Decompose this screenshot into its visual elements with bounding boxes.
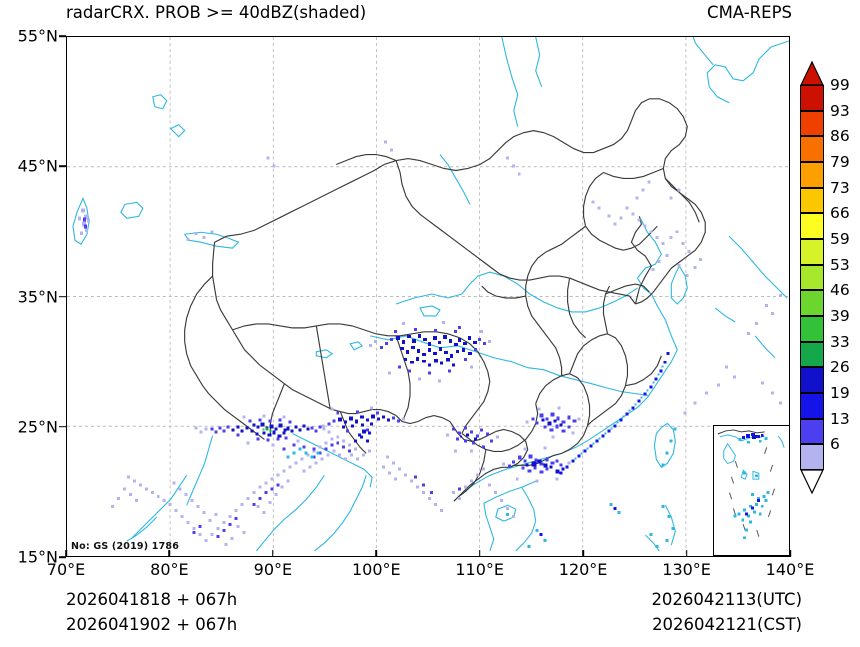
precipitation-probability-shading xyxy=(77,140,783,549)
map-canvas xyxy=(67,37,789,556)
init-time-utc-label: 2026041818 + 067h xyxy=(66,590,238,609)
colorbar-band xyxy=(800,239,824,265)
y-axis-tick-label: 15°N xyxy=(17,547,58,567)
x-tickmark xyxy=(685,550,688,557)
administrative-borders-layer xyxy=(184,98,706,502)
colorbar-band xyxy=(800,444,824,470)
colorbar-tick-label: 79 xyxy=(830,153,850,171)
colorbar-band xyxy=(800,162,824,188)
valid-time-utc-label: 2026042113(UTC) xyxy=(651,590,802,609)
inset-canvas xyxy=(717,429,785,540)
x-axis-tick-label: 80°E xyxy=(150,560,189,579)
colorbar-band xyxy=(800,213,824,239)
map-gridlines xyxy=(67,37,789,556)
x-tickmark xyxy=(65,550,67,557)
x-tickmark xyxy=(478,550,481,557)
colorbar-tick-label: 86 xyxy=(830,127,850,146)
colorbar-tick-label: 13 xyxy=(830,409,850,428)
valid-time-cst-label: 2026042121(CST) xyxy=(652,615,802,634)
colorbar-max-arrow xyxy=(800,60,824,86)
page-title: radarCRX. PROB >= 40dBZ(shaded) xyxy=(66,3,367,22)
x-axis-tick-label: 100°E xyxy=(351,560,401,579)
colorbar-tick-label: 6 xyxy=(830,435,840,454)
model-name-label: CMA-REPS xyxy=(707,3,792,22)
x-axis-tick-label: 110°E xyxy=(455,560,505,579)
south-china-sea-inset xyxy=(713,425,789,556)
y-tickmark xyxy=(59,165,66,168)
colorbar-band xyxy=(800,393,824,419)
colorbar-min-arrow xyxy=(800,469,824,495)
x-tickmark xyxy=(789,550,791,557)
colorbar-tick-label: 33 xyxy=(830,332,850,351)
colorbar-tick-label: 46 xyxy=(830,281,850,300)
colorbar-band xyxy=(800,316,824,342)
y-axis-tick-label: 45°N xyxy=(17,156,58,176)
init-time-cst-label: 2026041902 + 067h xyxy=(66,615,238,634)
colorbar-tick-label: 53 xyxy=(830,255,850,274)
colorbar-band xyxy=(800,110,824,137)
colorbar-tick-label: 26 xyxy=(830,358,850,377)
y-axis-tick-label: 25°N xyxy=(17,417,58,437)
map-plot-area xyxy=(66,36,790,557)
colorbar-tick-label: 39 xyxy=(830,307,850,325)
y-tickmark xyxy=(59,556,66,558)
colorbar-tick-label: 93 xyxy=(830,101,850,120)
y-axis-tick-label: 55°N xyxy=(17,26,58,46)
probability-colorbar: 99 93 86 79 73 66 59 53 46 39 33 26 19 13 6 xyxy=(800,60,850,495)
colorbar-band xyxy=(800,85,824,111)
x-tickmark xyxy=(168,550,171,557)
colorbar-band xyxy=(800,341,824,368)
coastline-and-rivers-layer xyxy=(72,37,789,552)
colorbar-tick-label: 66 xyxy=(830,204,850,223)
x-axis-tick-label: 130°E xyxy=(662,560,711,579)
colorbar-tick-label: 59 xyxy=(830,230,850,248)
colorbar-band xyxy=(800,367,824,393)
x-axis-tick-label: 90°E xyxy=(253,560,293,579)
colorbar-tick-label: 99 xyxy=(830,76,850,94)
y-axis-tick-label: 35°N xyxy=(17,287,58,306)
colorbar-tick-label: 19 xyxy=(830,384,850,402)
colorbar-band xyxy=(800,187,824,214)
x-axis-tick-label: 140°E xyxy=(765,560,815,579)
colorbar-band xyxy=(800,418,824,445)
colorbar-tick-label: 73 xyxy=(830,178,850,197)
colorbar-arrow-caps xyxy=(800,60,824,495)
x-axis-tick-label: 120°E xyxy=(558,560,608,579)
y-tickmark xyxy=(59,35,66,37)
x-tickmark xyxy=(582,550,584,557)
x-tickmark xyxy=(272,550,274,557)
y-tickmark xyxy=(59,425,66,428)
x-tickmark xyxy=(375,550,378,557)
map-approval-watermark: No: GS (2019) 1786 xyxy=(71,541,180,552)
colorbar-band xyxy=(800,136,824,162)
x-axis-tick-label: 70°E xyxy=(46,560,86,579)
colorbar-band xyxy=(800,290,824,316)
y-tickmark xyxy=(59,295,66,298)
colorbar-band xyxy=(800,264,824,291)
